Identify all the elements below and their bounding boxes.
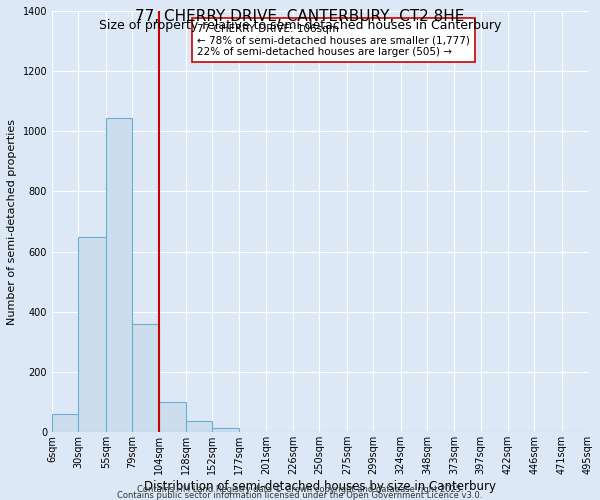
Text: Contains public sector information licensed under the Open Government Licence v3: Contains public sector information licen… — [118, 490, 482, 500]
Text: 77, CHERRY DRIVE, CANTERBURY, CT2 8HE: 77, CHERRY DRIVE, CANTERBURY, CT2 8HE — [136, 9, 464, 24]
Bar — [106, 118, 132, 432]
Bar — [212, 428, 239, 432]
Bar — [132, 324, 160, 432]
Bar — [52, 414, 78, 432]
Bar — [78, 236, 106, 432]
X-axis label: Distribution of semi-detached houses by size in Canterbury: Distribution of semi-detached houses by … — [144, 480, 496, 493]
Text: Contains HM Land Registry data © Crown copyright and database right 2025.: Contains HM Land Registry data © Crown c… — [137, 484, 463, 494]
Text: Size of property relative to semi-detached houses in Canterbury: Size of property relative to semi-detach… — [99, 18, 501, 32]
Y-axis label: Number of semi-detached properties: Number of semi-detached properties — [7, 118, 17, 324]
Bar — [186, 421, 212, 432]
Text: 77 CHERRY DRIVE: 106sqm
← 78% of semi-detached houses are smaller (1,777)
22% of: 77 CHERRY DRIVE: 106sqm ← 78% of semi-de… — [197, 24, 470, 57]
Bar — [160, 402, 186, 432]
